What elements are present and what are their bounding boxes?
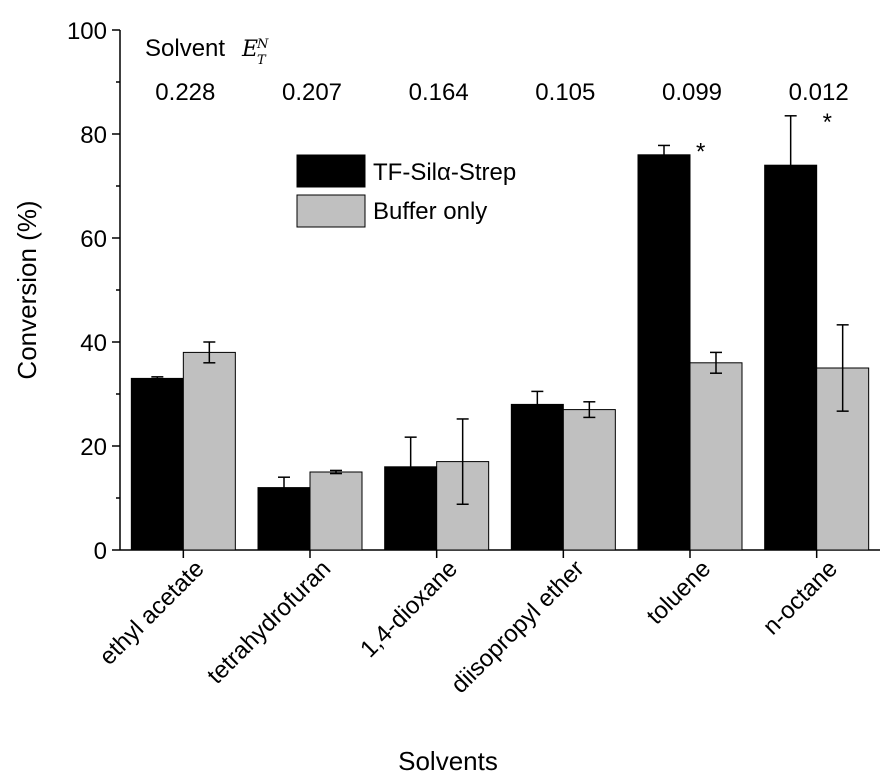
significance-asterisk: * — [696, 138, 705, 165]
solvent-header-symbol: E — [241, 37, 258, 62]
solvent-value: 0.228 — [155, 79, 215, 106]
legend-swatch-series-1 — [296, 154, 366, 188]
x-tick-label: tetrahydrofuran — [202, 555, 336, 689]
solvent-header-label: Solvent — [145, 35, 225, 62]
solvent-values: 0.228 0.207 0.164 0.105 0.099 0.012 — [155, 79, 848, 106]
x-axis-title: Solvents — [398, 746, 498, 774]
x-tick-label: diisopropyl ether — [446, 555, 590, 699]
significance-marks: ** — [696, 109, 832, 166]
y-tick-label: 80 — [80, 122, 107, 149]
solvent-header-subscript: T — [257, 53, 267, 68]
bar — [562, 409, 616, 551]
bar — [764, 164, 818, 551]
significance-asterisk: * — [823, 109, 832, 136]
solvent-value: 0.105 — [535, 79, 595, 106]
y-tick-label: 0 — [94, 538, 107, 565]
legend: TF-Silα-Strep Buffer only — [296, 154, 516, 228]
solvent-header: Solvent E N T — [145, 35, 269, 68]
y-tick-label: 20 — [80, 434, 107, 461]
bar — [130, 377, 184, 551]
bar — [309, 471, 363, 551]
solvent-value: 0.207 — [282, 79, 342, 106]
legend-swatch-series-2 — [296, 194, 366, 228]
x-tick-label: toluene — [641, 555, 716, 630]
bar — [689, 362, 743, 551]
legend-label-series-1: TF-Silα-Strep — [373, 159, 516, 186]
x-tick-label: ethyl acetate — [94, 555, 209, 670]
x-tick-label: n-octane — [758, 555, 843, 640]
solvent-value: 0.012 — [789, 79, 849, 106]
y-tick-label: 60 — [80, 226, 107, 253]
y-tick-label: 40 — [80, 330, 107, 357]
solvent-header-superscript: N — [256, 37, 269, 52]
error-bars — [151, 115, 849, 505]
legend-label-series-2: Buffer only — [373, 198, 487, 225]
y-axis-title: Conversion (%) — [12, 200, 42, 379]
bar — [637, 154, 691, 551]
solvent-value: 0.099 — [662, 79, 722, 106]
y-axis: 0 20 40 60 80 100 — [67, 18, 121, 565]
y-tick-label: 100 — [67, 18, 107, 45]
x-tick-label: 1,4-dioxane — [355, 555, 463, 663]
solvent-value: 0.164 — [409, 79, 469, 106]
bar — [182, 351, 236, 551]
bar — [510, 403, 564, 551]
bars — [130, 154, 870, 551]
